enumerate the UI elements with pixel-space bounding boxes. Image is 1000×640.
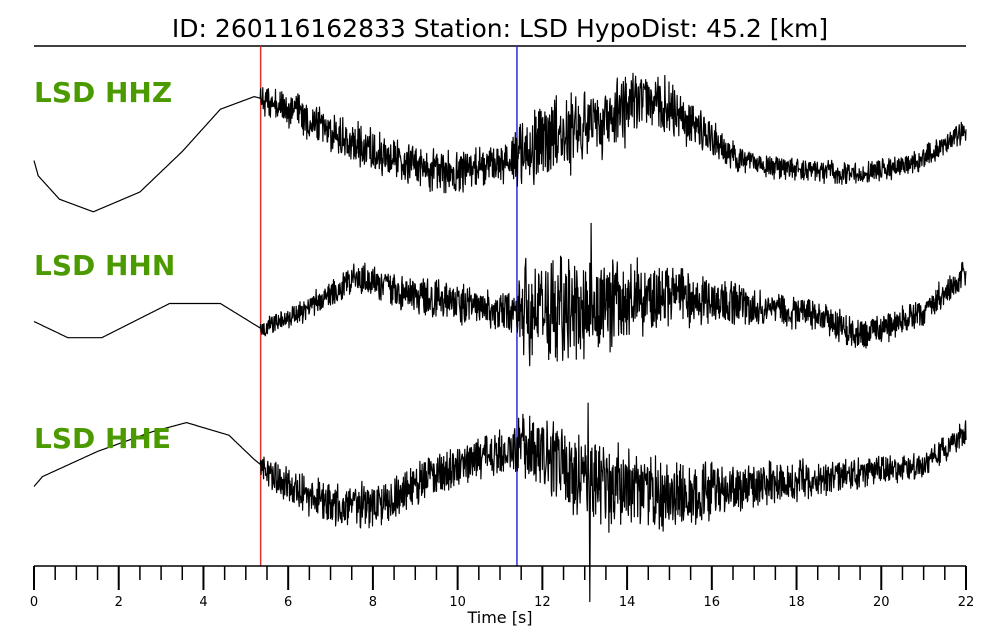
x-tick-label: 14 xyxy=(619,595,636,610)
x-tick-label: 2 xyxy=(115,595,123,610)
x-tick-label: 0 xyxy=(30,595,38,610)
trace-lsd-hhn xyxy=(33,222,967,367)
trace-label-lsd-hhz: LSD HHZ xyxy=(34,76,172,109)
trace-label-lsd-hhe: LSD HHE xyxy=(34,422,171,455)
trace-lsd-hhe xyxy=(33,402,967,603)
x-tick-label: 22 xyxy=(958,595,975,610)
x-tick-label: 16 xyxy=(704,595,721,610)
chart-title: ID: 260116162833 Station: LSD HypoDist: … xyxy=(172,14,828,43)
x-tick-label: 18 xyxy=(788,595,805,610)
trace-lsd-hhz xyxy=(33,72,967,213)
x-axis-label: Time [s] xyxy=(466,608,532,627)
x-tick-label: 6 xyxy=(284,595,292,610)
x-tick-label: 4 xyxy=(199,595,207,610)
x-tick-label: 8 xyxy=(369,595,377,610)
trace-label-lsd-hhn: LSD HHN xyxy=(34,249,175,282)
x-tick-label: 20 xyxy=(873,595,890,610)
x-tick-label: 12 xyxy=(534,595,551,610)
x-tick-label: 10 xyxy=(449,595,466,610)
